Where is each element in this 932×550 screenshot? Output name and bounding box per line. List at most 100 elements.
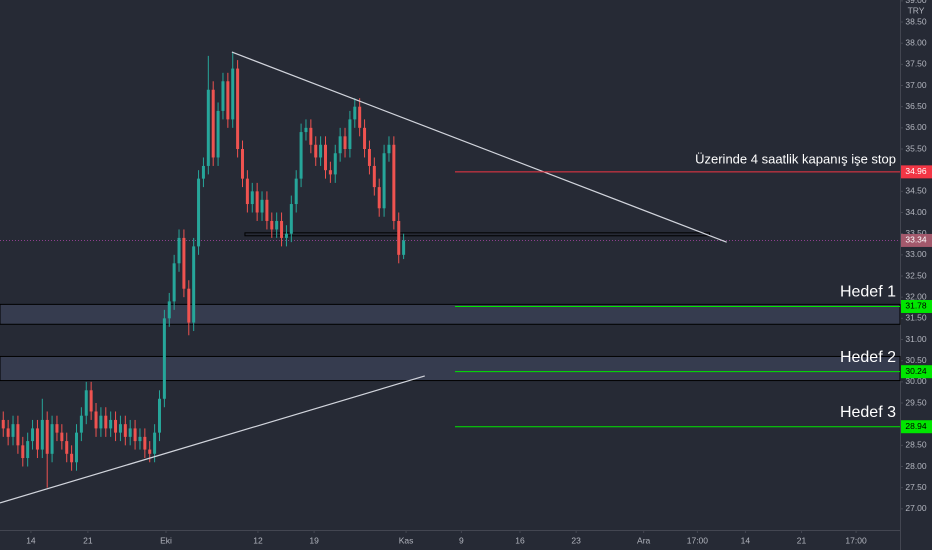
candle-body [94,411,98,429]
candle-body [377,187,381,209]
candle-body [363,127,367,150]
candle-body [16,424,20,446]
level-note: Üzerinde 4 saatlik kapanış işe stop [695,151,896,166]
x-tick-label: 17:00 [845,535,867,545]
candle-body [50,424,54,454]
candle-body [392,144,396,221]
candle-body [11,424,15,437]
candle-body [187,288,191,323]
trendline [231,51,727,243]
candle-body [6,428,10,437]
candle-body [397,220,401,255]
range-box [244,232,711,237]
level-price-box [901,420,932,434]
x-tick-label: 9 [459,535,464,545]
candle-body [99,415,103,429]
x-tick-label: Ara [637,535,651,545]
level-price-box [901,365,932,379]
candle-body [45,419,49,454]
candle-body [201,165,205,179]
candle-body [402,240,406,255]
level-note: Hedef 2 [840,349,896,366]
candle-body [133,428,137,442]
y-tick-label: 39.00 [905,0,927,5]
y-tick-label: 33.00 [905,249,927,259]
zone [0,355,901,382]
candle-body [79,415,83,433]
currency-label: TRY [908,5,925,15]
level-price-label: 30.24 [905,366,927,376]
candle-body [74,432,78,463]
candle-body [299,132,303,179]
candle-body [197,178,201,247]
y-tick-label: 32.00 [905,291,927,301]
candle-body [114,419,118,433]
candle-body [177,237,181,264]
candle-body [143,436,147,450]
candle-body [172,263,176,302]
candle-body [40,419,44,450]
y-tick-label: 35.50 [905,143,927,153]
candle-body [148,449,152,454]
candle-body [157,398,161,433]
candle-body [323,144,327,171]
level-price-box [901,165,932,179]
candle-body [270,220,274,230]
candle-body [348,119,352,150]
candle-body [280,220,284,238]
candle-body [353,106,357,120]
candle-body [60,432,64,442]
y-tick-label: 36.50 [905,101,927,111]
candle-body [55,424,59,433]
candle-body [31,428,35,442]
candle-body [289,204,293,234]
x-tick-label: 19 [309,535,319,545]
y-tick-label: 29.50 [905,397,927,407]
candle-body [216,110,220,158]
y-tick-label: 34.50 [905,186,927,196]
zone [0,303,901,325]
candle-body [35,428,39,450]
trendline [0,375,425,504]
candle-body [89,390,93,412]
candle-body [226,81,230,120]
candle-body [153,432,157,454]
candle-body [382,153,386,209]
y-tick-label: 30.50 [905,355,927,365]
level-price-label: 31.78 [905,301,927,311]
x-tick-label: 14 [741,535,751,545]
candle-body [309,127,313,145]
candle-body [26,441,30,459]
level-note: Hedef 3 [840,404,896,421]
x-tick-label: 14 [26,535,36,545]
candle-body [1,419,5,429]
y-tick-label: 38.50 [905,16,927,26]
last-price-box [901,233,932,247]
candle-body [21,445,25,459]
candle-body [84,390,88,416]
candle-body [372,165,376,188]
candle-body [255,191,259,213]
candle-body [211,89,215,158]
y-tick-label: 37.00 [905,80,927,90]
level-price-label: 34.96 [905,166,927,176]
candle-body [236,68,240,150]
y-tick-label: 38.00 [905,37,927,47]
candle-body [250,191,254,205]
candle-body [128,428,132,437]
x-tick-label: 17:00 [687,535,709,545]
level-note: Hedef 1 [840,284,896,301]
candle-body [118,424,122,433]
candle-body [338,136,342,154]
candle-body [387,144,391,154]
last-price-label: 33.34 [905,235,927,245]
candle-body [231,68,235,120]
candle-body [314,144,318,158]
x-tick-label: 21 [797,535,807,545]
candle-body [162,318,166,399]
candle-body [240,149,244,179]
y-tick-label: 27.00 [905,503,927,513]
candle-body [245,178,249,205]
candle-body [304,127,308,133]
